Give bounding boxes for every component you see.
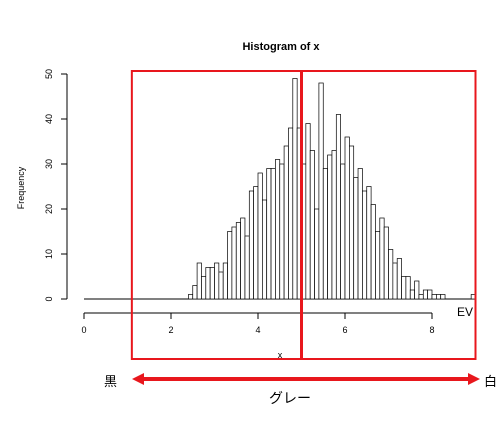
histogram-bar bbox=[205, 267, 211, 300]
histogram-bar bbox=[322, 168, 328, 300]
y-axis-label: Frequency bbox=[16, 166, 26, 209]
double-arrow-icon bbox=[132, 373, 480, 385]
histogram-bar bbox=[209, 267, 215, 300]
histogram-bar bbox=[427, 289, 433, 300]
black-label: 黒 bbox=[104, 375, 117, 390]
histogram-bar bbox=[318, 82, 324, 300]
y-tick-label: 30 bbox=[44, 159, 54, 169]
histogram-bar bbox=[366, 186, 372, 300]
histogram-bar bbox=[188, 294, 194, 300]
x-axis-label: x bbox=[278, 350, 283, 360]
chart-title: Histogram of x bbox=[242, 41, 320, 53]
x-tick-label: 4 bbox=[255, 325, 260, 335]
histogram-bar bbox=[383, 226, 389, 300]
histogram-bar bbox=[231, 226, 237, 300]
histogram-bar bbox=[201, 276, 207, 300]
histogram-bar bbox=[218, 271, 224, 300]
histogram-bar bbox=[357, 168, 363, 300]
x-tick-label: 2 bbox=[168, 325, 173, 335]
histogram-bar bbox=[266, 168, 272, 300]
histogram-bar bbox=[409, 289, 415, 300]
histogram-bar bbox=[431, 294, 437, 300]
histogram-bar bbox=[196, 262, 202, 300]
white-label: 白 bbox=[484, 374, 497, 390]
gray-label: グレー bbox=[269, 391, 311, 407]
histogram-bar bbox=[248, 190, 255, 300]
histogram-bar bbox=[214, 262, 220, 300]
histogram-bar bbox=[396, 258, 402, 300]
ev-label: EV bbox=[457, 305, 473, 319]
histogram-bar bbox=[418, 294, 424, 300]
histogram-bar bbox=[414, 280, 420, 300]
histogram-bar bbox=[335, 114, 341, 300]
histogram-bar bbox=[292, 78, 298, 300]
histogram-bar bbox=[349, 145, 355, 300]
histogram-bar bbox=[227, 231, 233, 300]
histogram-bar bbox=[422, 289, 428, 300]
histogram-bar bbox=[305, 123, 311, 300]
histogram-bar bbox=[288, 127, 294, 300]
histogram-bars bbox=[188, 78, 446, 300]
y-tick-label: 0 bbox=[44, 296, 54, 301]
histogram-bar bbox=[262, 199, 268, 300]
histogram-bar bbox=[436, 294, 442, 300]
y-tick-label: 10 bbox=[44, 249, 54, 259]
histogram-bar bbox=[270, 168, 276, 300]
histogram-bar bbox=[222, 262, 228, 300]
histogram-bar bbox=[392, 262, 398, 300]
range-box bbox=[130, 70, 477, 360]
histogram-bar bbox=[375, 231, 381, 300]
histogram-bar bbox=[440, 294, 446, 300]
y-tick-label: 40 bbox=[44, 114, 54, 124]
histogram-bar bbox=[283, 145, 289, 300]
histogram-bar bbox=[353, 177, 359, 300]
histogram-bar bbox=[257, 172, 263, 300]
histogram-bar bbox=[388, 249, 394, 300]
histogram-bar bbox=[314, 208, 320, 300]
x-tick-label: 6 bbox=[342, 325, 347, 335]
y-axis: 0 10 20 30 40 50 bbox=[44, 69, 68, 302]
arrow-left-head bbox=[132, 373, 144, 385]
histogram-bar bbox=[344, 136, 350, 300]
y-tick-label: 50 bbox=[44, 69, 54, 79]
histogram-bar bbox=[309, 150, 315, 300]
histogram-bar bbox=[401, 276, 407, 300]
histogram-bar bbox=[192, 285, 198, 300]
histogram-bar bbox=[327, 154, 333, 300]
histogram-bar bbox=[235, 222, 241, 300]
x-axis: 0 2 4 6 8 bbox=[81, 312, 435, 335]
histogram-bar bbox=[253, 186, 259, 300]
y-tick-label: 20 bbox=[44, 204, 54, 214]
histogram-bar bbox=[279, 163, 285, 300]
histogram-bar bbox=[331, 150, 337, 300]
histogram-bar bbox=[362, 190, 368, 300]
arrow-right-head bbox=[468, 373, 480, 385]
x-tick-label: 8 bbox=[429, 325, 434, 335]
histogram-bar bbox=[379, 217, 385, 300]
histogram-bar bbox=[275, 159, 281, 300]
histogram-bar bbox=[405, 276, 411, 300]
histogram-bar bbox=[340, 163, 346, 300]
histogram-bar bbox=[244, 235, 250, 300]
histogram-bar bbox=[370, 204, 376, 300]
x-tick-label: 0 bbox=[81, 325, 86, 335]
histogram-bar bbox=[240, 217, 246, 300]
